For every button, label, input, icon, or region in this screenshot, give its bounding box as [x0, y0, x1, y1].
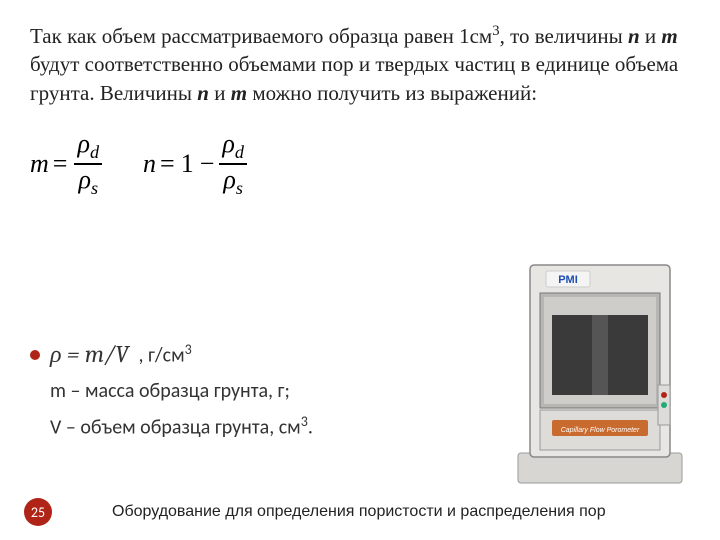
rho-expr: ρ = m/V — [50, 340, 128, 369]
text-run: , то величины — [500, 24, 628, 48]
equals: = — [53, 149, 68, 179]
var-n: n — [197, 81, 209, 105]
bullet-icon — [30, 350, 40, 360]
footer-caption: Оборудование для определения пористости … — [112, 503, 606, 521]
formula-m: m = ρd ρs — [30, 129, 103, 199]
denominator: ρs — [74, 163, 102, 199]
fraction: ρd ρs — [218, 129, 248, 199]
equipment-label: Capillary Flow Porometer — [561, 427, 640, 434]
var-m: m — [661, 24, 677, 48]
equals: = — [160, 149, 175, 179]
text-run: можно получить из выражений: — [247, 81, 537, 105]
minus: − — [200, 149, 215, 179]
brand-text: PMI — [558, 274, 578, 286]
text-run: Так как объем рассматриваемого образца р… — [30, 24, 492, 48]
main-paragraph: Так как объем рассматриваемого образца р… — [30, 22, 690, 107]
slide-footer: 25 Оборудование для определения пористос… — [0, 498, 720, 526]
numerator: ρd — [218, 129, 248, 163]
var-m: m — [231, 81, 247, 105]
slide-content: Так как объем рассматриваемого образца р… — [0, 0, 720, 199]
def-v: V – объем образца грунта, см3. — [50, 413, 313, 440]
denominator: ρs — [219, 163, 247, 199]
fraction: ρd ρs — [73, 129, 103, 199]
var-n: n — [628, 24, 640, 48]
numerator: ρd — [73, 129, 103, 163]
def-m: m – масса образца грунта, г; — [50, 379, 313, 403]
page-number: 25 — [24, 498, 52, 526]
definitions-block: ρ = m/V , г/см3 m – масса образца грунта… — [30, 340, 313, 440]
text-run: и — [209, 81, 231, 105]
formula-row: m = ρd ρs n = 1 − ρd ρs — [30, 129, 690, 199]
superscript: 3 — [492, 23, 499, 39]
lhs: m — [30, 149, 49, 179]
formula-n: n = 1 − ρd ρs — [143, 129, 248, 199]
text-run: и — [640, 24, 662, 48]
lhs: n — [143, 149, 156, 179]
rho-unit: , г/см3 — [138, 341, 191, 368]
equipment-image: Capillary Flow Porometer PMI — [510, 255, 690, 490]
one: 1 — [181, 149, 194, 179]
rho-definition: ρ = m/V , г/см3 — [30, 340, 313, 369]
